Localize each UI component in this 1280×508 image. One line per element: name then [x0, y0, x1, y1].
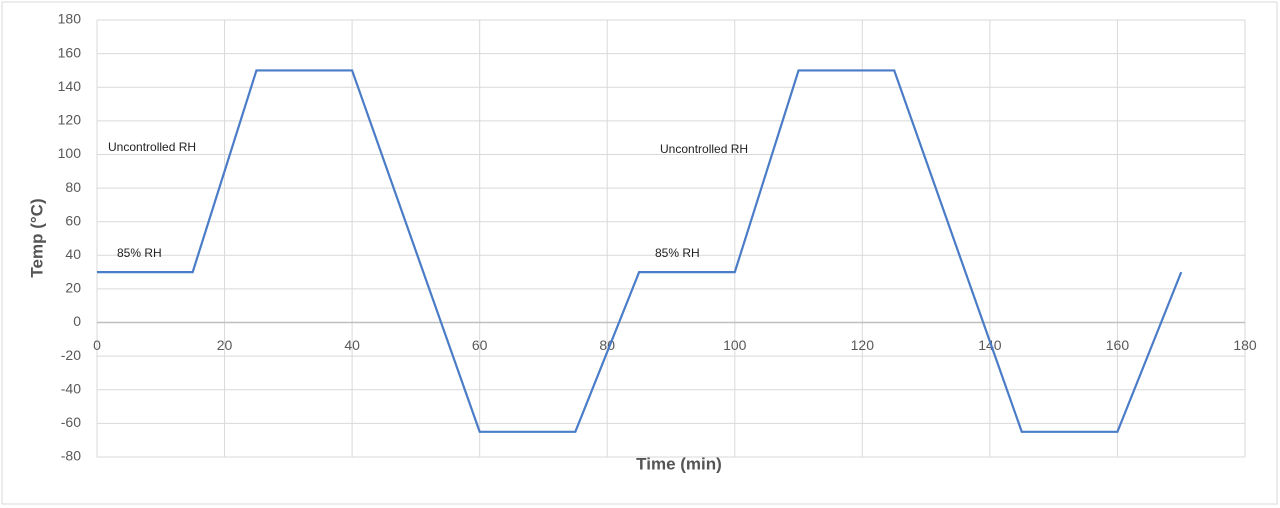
x-tick-label: 160 — [1106, 337, 1130, 353]
y-tick-label: 0 — [73, 313, 81, 329]
y-tick-label: 20 — [65, 280, 81, 296]
y-tick-label: 140 — [58, 78, 82, 94]
y-tick-label: -60 — [61, 414, 81, 430]
y-tick-label: 40 — [65, 246, 81, 262]
x-tick-label: 180 — [1233, 337, 1257, 353]
y-tick-label: -80 — [61, 448, 81, 464]
x-tick-label: 20 — [217, 337, 233, 353]
x-tick-label: 120 — [851, 337, 875, 353]
annotation: Uncontrolled RH — [660, 142, 748, 156]
y-tick-label: -40 — [61, 380, 81, 396]
y-tick-label: 80 — [65, 179, 81, 195]
x-axis-label: Time (min) — [636, 454, 722, 473]
annotation: 85% RH — [655, 246, 700, 260]
y-tick-label: 120 — [58, 112, 82, 128]
y-axis-label: Temp (°C) — [27, 198, 46, 277]
y-tick-label: 100 — [58, 145, 82, 161]
series-line — [97, 69, 1183, 433]
y-tick-label: 60 — [65, 212, 81, 228]
x-tick-label: 100 — [723, 337, 747, 353]
x-tick-label: 40 — [344, 337, 360, 353]
annotation: 85% RH — [117, 246, 162, 260]
y-tick-label: -20 — [61, 347, 81, 363]
x-tick-label: 0 — [93, 337, 101, 353]
y-tick-label: 160 — [58, 44, 82, 60]
annotation: Uncontrolled RH — [108, 140, 196, 154]
y-tick-label: 180 — [58, 11, 82, 27]
x-tick-label: 60 — [472, 337, 488, 353]
x-tick-label: 140 — [978, 337, 1002, 353]
